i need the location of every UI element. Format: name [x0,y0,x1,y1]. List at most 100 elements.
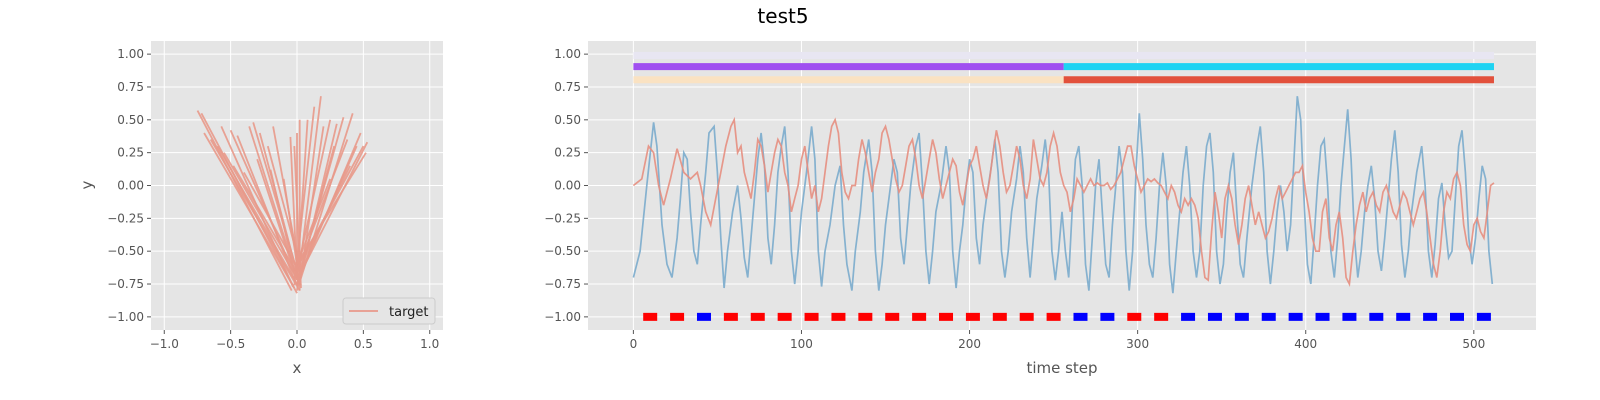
target-stroke [297,165,351,272]
event-marker [1073,312,1088,321]
y-tick-label: −0.75 [107,277,144,291]
event-marker [912,312,927,321]
y-tick-label: 0.00 [117,179,144,193]
event-marker [696,312,711,321]
y-tick-label: −0.25 [544,211,581,225]
event-marker [1207,312,1222,321]
left-x-axis-label: x [293,359,302,377]
blue-series-line [632,96,1494,294]
right-x-ticks: 0 100 200 300 400 500 [630,330,1485,351]
target-stroke [196,110,293,292]
state-bar [633,63,1064,71]
x-tick-label: 0.0 [287,337,306,351]
y-tick-label: 0.50 [117,113,144,127]
event-marker [965,312,980,321]
x-tick-label: 200 [958,337,981,351]
target-stroke [256,158,296,273]
target-stroke [236,135,297,284]
red-series-line [632,116,1495,287]
state-bar [633,76,1064,84]
target-stroke [289,136,298,278]
event-marker [1423,312,1438,321]
event-marker [777,312,792,321]
event-marker [1476,312,1491,321]
state-bars [633,51,1494,84]
x-tick-label: 0.5 [354,337,373,351]
x-tick-label: 400 [1294,337,1317,351]
y-tick-label: −0.75 [544,277,581,291]
y-tick-label: −0.50 [544,244,581,258]
left-x-ticks: −1.0 −0.5 0.0 0.5 1.0 [150,330,439,351]
target-stroke [203,132,296,289]
y-tick-label: −1.00 [107,310,144,324]
x-tick-label: −1.0 [150,337,179,351]
y-tick-label: 0.00 [554,179,581,193]
y-tick-label: 0.25 [554,146,581,160]
legend-frame [342,297,436,325]
event-marker [723,312,738,321]
x-tick-label: 1.0 [420,337,439,351]
event-marker [1369,312,1384,321]
event-marker [1100,312,1115,321]
event-marker [804,312,819,321]
event-marker [831,312,846,321]
event-markers [643,312,1491,321]
event-marker [1315,312,1330,321]
x-tick-label: 300 [1126,337,1149,351]
right-axes: 0 100 200 300 400 500 1.00 0.75 0.50 0.25 0.00 −0.… [544,41,1536,377]
event-marker [670,312,685,321]
y-tick-label: 0.75 [554,80,581,94]
target-stroke [216,145,298,285]
figure-title: test5 [757,4,808,28]
y-tick-label: −0.25 [107,211,144,225]
target-stroke [232,165,301,278]
x-tick-label: 100 [790,337,813,351]
event-marker [858,312,873,321]
event-marker [1396,312,1411,321]
event-marker [1154,312,1169,321]
event-marker [1450,312,1464,321]
y-tick-label: 0.25 [117,146,144,160]
event-marker [1288,312,1303,321]
target-stroke [282,178,298,265]
state-bar [633,51,1494,59]
event-marker [1261,312,1276,321]
left-y-axis-label: y [78,180,96,189]
legend-label-target: target [389,305,429,320]
x-tick-label: 500 [1462,337,1485,351]
event-marker [885,312,900,321]
x-tick-label: 0 [630,337,638,351]
left-axes: −1.0 −0.5 0.0 0.5 1.0 1.00 0.75 0.50 0.25 0.00 −0… [78,41,443,377]
event-marker [992,312,1007,321]
target-series [196,96,369,294]
target-stroke [296,152,367,265]
event-marker [1046,312,1061,321]
event-marker [1342,312,1357,321]
time-series [632,96,1495,294]
y-tick-label: 0.75 [117,80,144,94]
state-bar [1063,63,1494,71]
y-tick-label: 0.50 [554,113,581,127]
event-marker [1127,312,1142,321]
target-stroke [269,169,296,272]
right-x-axis-label: time step [1026,359,1097,377]
event-marker [1234,312,1249,321]
event-marker [750,312,765,321]
event-marker [1019,312,1034,321]
target-stroke [293,106,316,286]
event-marker [939,312,954,321]
event-marker [1181,312,1196,321]
y-tick-label: −0.50 [107,244,144,258]
legend: target [342,297,436,325]
right-y-ticks: 1.00 0.75 0.50 0.25 0.00 −0.25 −0.50 −0.75 −1.00 [544,47,588,324]
state-bar [1063,76,1494,84]
y-tick-label: 1.00 [554,47,581,61]
target-stroke [298,141,369,276]
event-marker [643,312,658,321]
left-y-ticks: 1.00 0.75 0.50 0.25 0.00 −0.25 −0.50 −0.75 −1.00 [107,47,151,324]
y-tick-label: 1.00 [117,47,144,61]
target-stroke [209,139,301,292]
y-tick-label: −1.00 [544,310,581,324]
x-tick-label: −0.5 [216,337,245,351]
